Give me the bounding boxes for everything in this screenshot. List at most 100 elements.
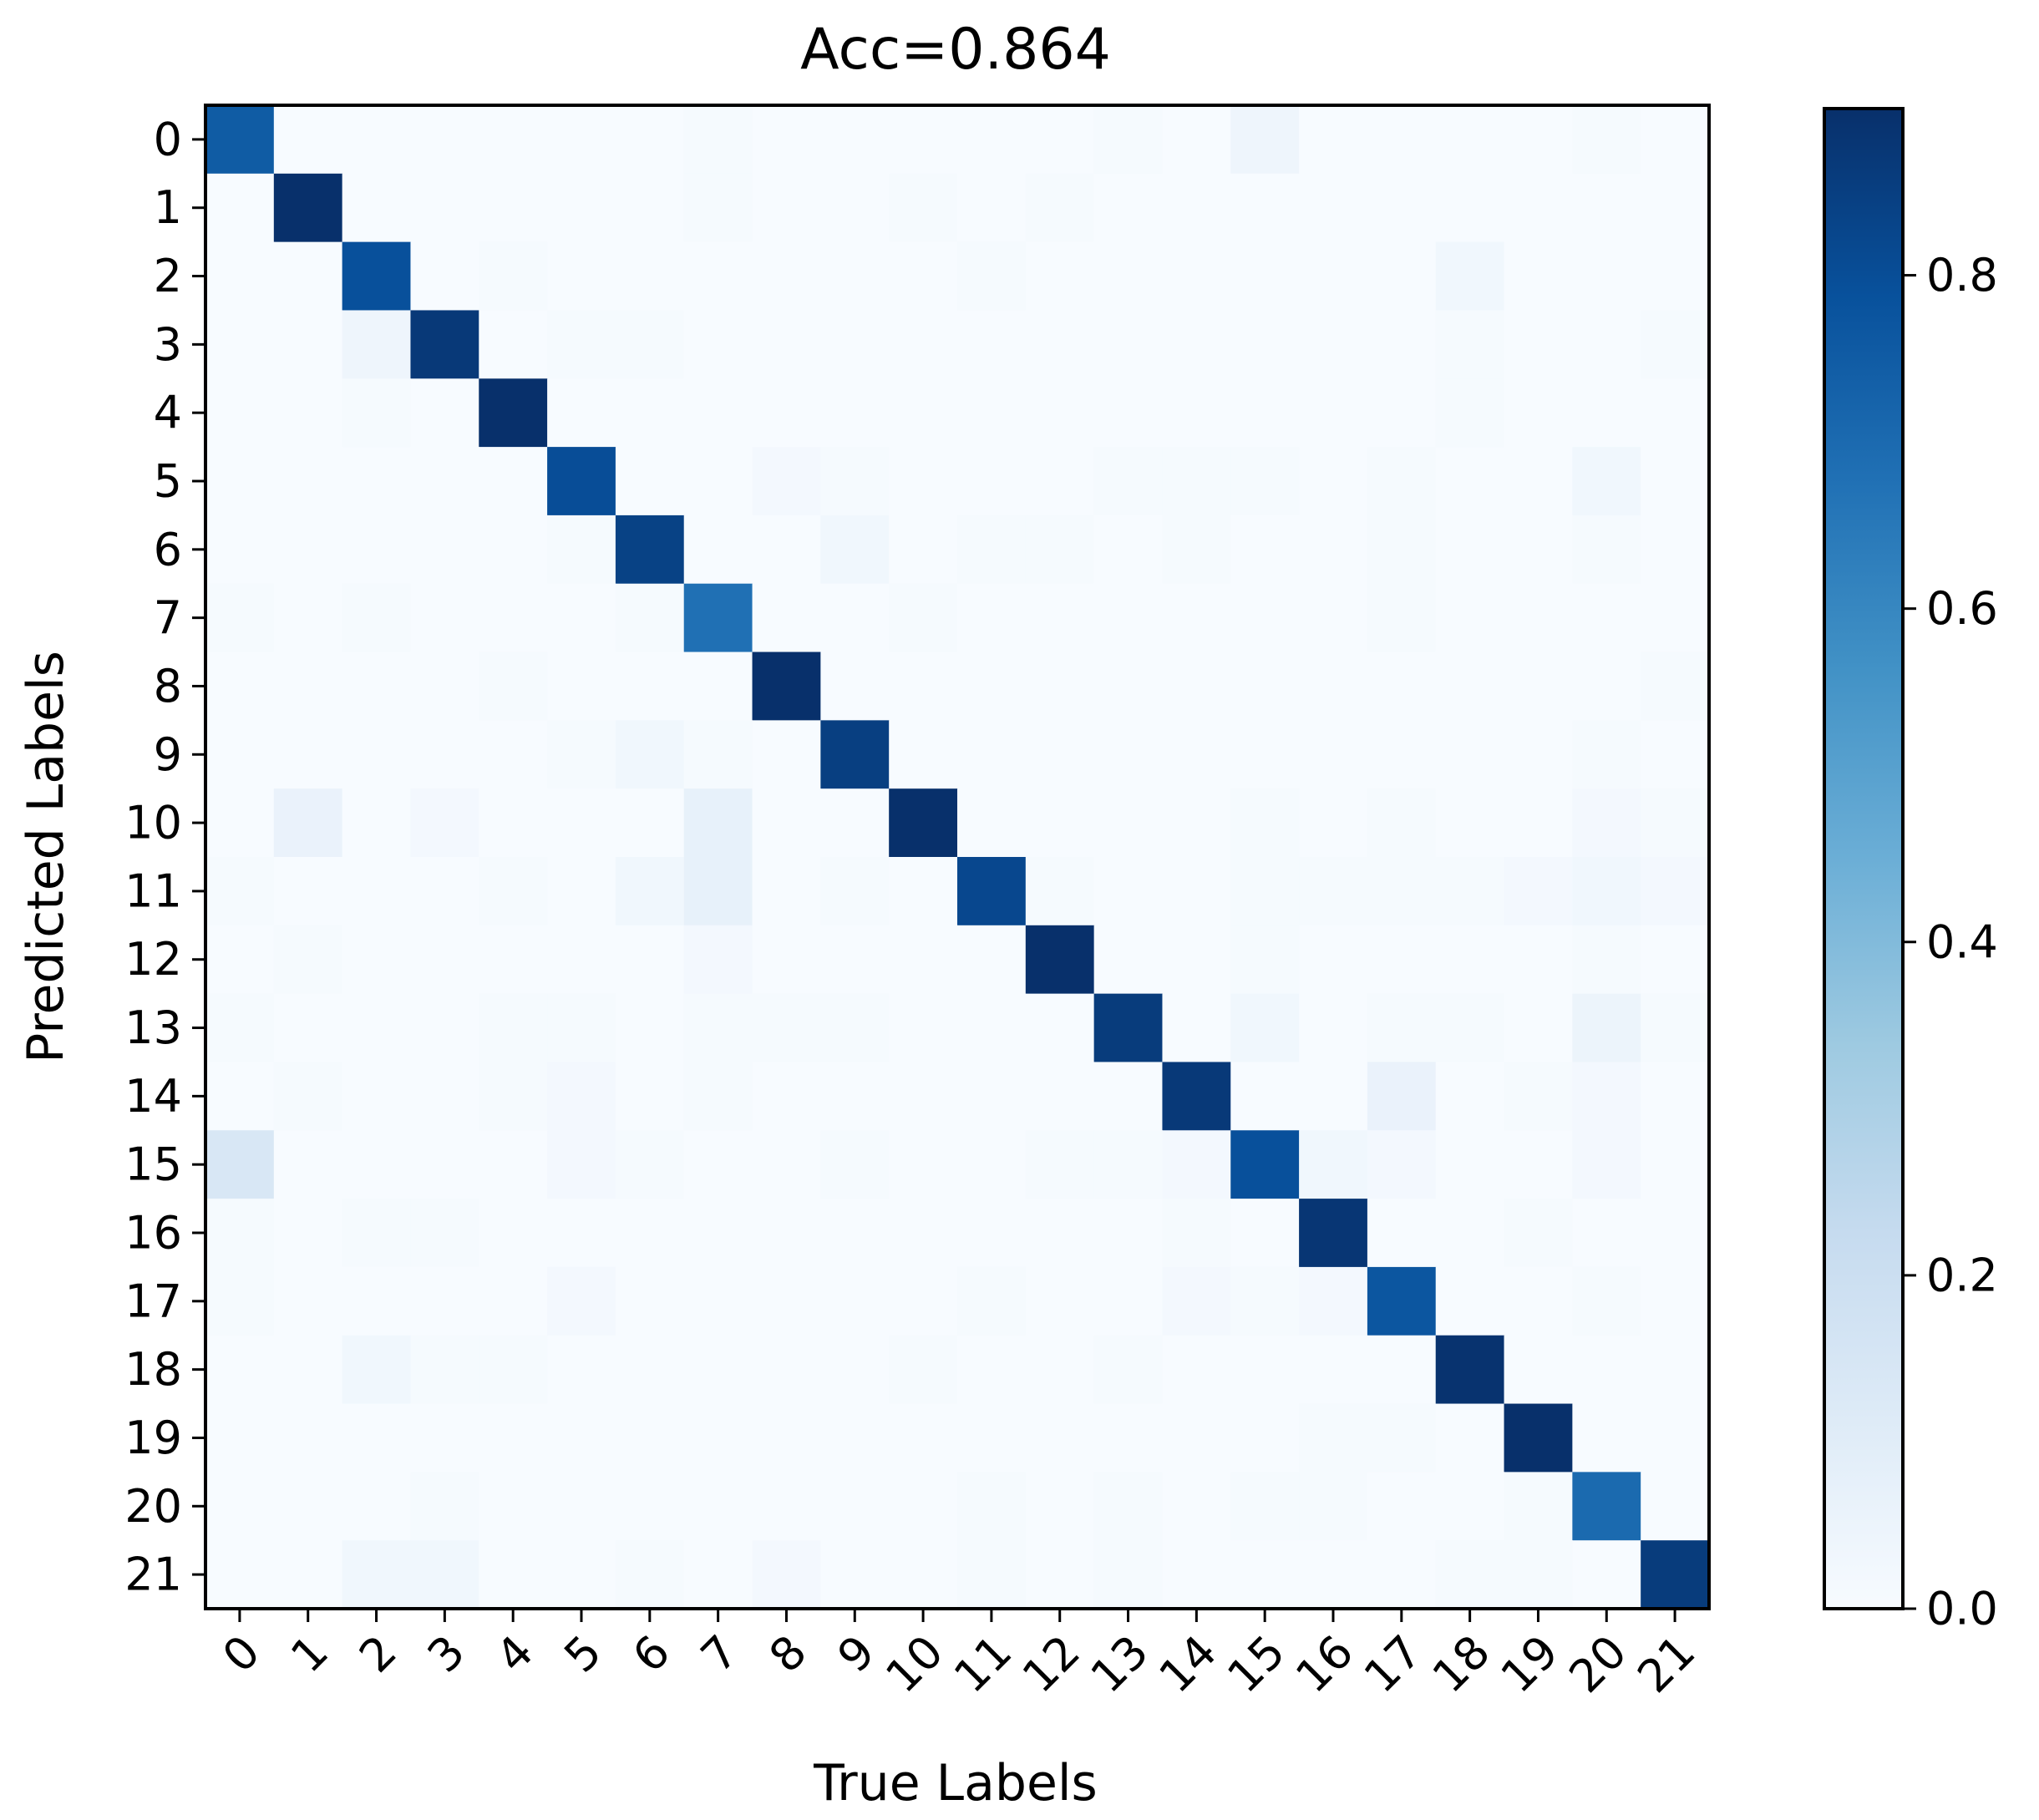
x-tick-label: 3 [418, 1625, 475, 1683]
heatmap-cell [1435, 105, 1505, 175]
heatmap-cell [752, 515, 821, 585]
heatmap-cell [683, 1266, 753, 1336]
heatmap-cell [752, 378, 821, 448]
heatmap-cell [410, 1403, 479, 1473]
heatmap-cell [615, 1335, 685, 1405]
heatmap-cell [342, 1540, 412, 1610]
x-tick-label: 13 [1081, 1625, 1159, 1703]
heatmap-cell [342, 1472, 412, 1541]
heatmap-cell [1230, 993, 1300, 1063]
heatmap-cell [1572, 788, 1641, 858]
heatmap-cell [1093, 788, 1164, 858]
heatmap-cell [889, 1199, 958, 1268]
heatmap-cell [547, 310, 616, 379]
heatmap-cell [547, 447, 616, 516]
heatmap-cell [1093, 1199, 1164, 1268]
heatmap-cell [889, 788, 958, 858]
heatmap-cell [1367, 651, 1437, 721]
heatmap-cell [820, 651, 890, 721]
x-tick-label: 9 [828, 1625, 885, 1683]
heatmap-cell [479, 857, 548, 926]
heatmap-cell [410, 173, 479, 243]
heatmap-cell [1299, 1540, 1368, 1610]
heatmap-cell [615, 515, 685, 585]
heatmap-cell [479, 310, 548, 379]
heatmap-cell [410, 857, 479, 926]
heatmap-cell [1572, 447, 1641, 516]
heatmap-cell [752, 1403, 821, 1473]
heatmap-cell [1435, 993, 1505, 1063]
heatmap-cell [683, 378, 753, 448]
heatmap-cell [205, 1062, 275, 1131]
heatmap-cell [615, 925, 685, 995]
heatmap-cell [410, 1266, 479, 1336]
x-tick-label: 8 [759, 1625, 817, 1683]
heatmap-cell [1504, 1130, 1573, 1199]
heatmap-cell [820, 583, 890, 653]
x-tick-label: 15 [1217, 1625, 1295, 1703]
heatmap-cell [273, 1472, 343, 1541]
heatmap-cell [205, 1199, 275, 1268]
heatmap-cell [547, 1335, 616, 1405]
heatmap-cell [547, 1130, 616, 1199]
heatmap-cell [1093, 925, 1164, 995]
heatmap-cell [479, 1472, 548, 1541]
heatmap-cell [1641, 173, 1710, 243]
heatmap-cell [820, 1540, 890, 1610]
heatmap-cell [1299, 1472, 1368, 1541]
heatmap-cell [615, 1540, 685, 1610]
heatmap-cell [1230, 925, 1300, 995]
heatmap-cell [1093, 515, 1164, 585]
x-tick-label: 12 [1012, 1625, 1090, 1703]
heatmap-cell [1504, 993, 1573, 1063]
heatmap-cell [1162, 583, 1231, 653]
heatmap-cell [547, 1540, 616, 1610]
heatmap-cell [820, 720, 890, 789]
heatmap-cell [1367, 1062, 1437, 1131]
heatmap-cell [410, 1335, 479, 1405]
heatmap-cell [1162, 1062, 1231, 1131]
heatmap-cell [479, 447, 548, 516]
heatmap-cell [1504, 241, 1573, 312]
heatmap-cell [479, 583, 548, 653]
heatmap-cell [1641, 1062, 1710, 1131]
heatmap-cell [1230, 1403, 1300, 1473]
y-tick-label: 15 [124, 1138, 182, 1191]
heatmap-cell [1299, 241, 1368, 312]
heatmap-cell [1025, 651, 1095, 721]
heatmap-cell [1230, 515, 1300, 585]
heatmap-cell [752, 857, 821, 926]
heatmap-cell [273, 1540, 343, 1610]
heatmap-cell [1230, 241, 1300, 312]
heatmap-cell [1299, 857, 1368, 926]
heatmap-cell [1367, 583, 1437, 653]
heatmap-cell [683, 925, 753, 995]
heatmap-cell [889, 378, 958, 448]
heatmap-cell [1504, 447, 1573, 516]
heatmap-cell [1435, 1062, 1505, 1131]
colorbar [1823, 107, 1905, 1610]
heatmap-cell [683, 1335, 753, 1405]
heatmap-cell [547, 173, 616, 243]
heatmap-cell [1162, 1266, 1231, 1336]
heatmap-cell [273, 1266, 343, 1336]
heatmap-cell [1093, 1062, 1164, 1131]
heatmap-cell [1435, 651, 1505, 721]
heatmap-cell [1504, 105, 1573, 175]
heatmap-cell [1025, 447, 1095, 516]
heatmap-cell [342, 515, 412, 585]
heatmap-cell [342, 925, 412, 995]
heatmap-cell [273, 1199, 343, 1268]
heatmap-cell [1572, 378, 1641, 448]
x-tick-label: 21 [1627, 1625, 1705, 1703]
heatmap-cell [889, 1062, 958, 1131]
heatmap-cell [1435, 1266, 1505, 1336]
heatmap-cell [820, 173, 890, 243]
heatmap-cell [752, 1472, 821, 1541]
heatmap-cell [1230, 1199, 1300, 1268]
heatmap-cell [273, 1130, 343, 1199]
y-tick-label: 16 [124, 1207, 182, 1260]
colorbar-tick-label: 0.0 [1926, 1583, 1998, 1635]
heatmap-cell [1367, 105, 1437, 175]
